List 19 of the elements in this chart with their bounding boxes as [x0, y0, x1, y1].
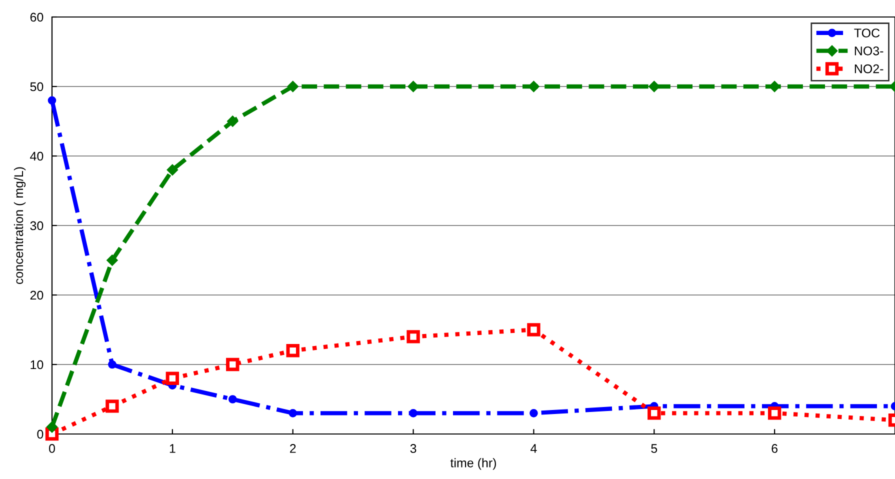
x-tick-label: 3: [410, 444, 416, 453]
y-tick-label: 50: [30, 82, 44, 92]
legend-label: NO3-: [854, 46, 884, 56]
y-tick-label: 40: [30, 152, 44, 161]
y-tick-label: 20: [30, 290, 44, 300]
legend-label: TOC: [854, 28, 880, 38]
x-tick-label: 5: [651, 444, 658, 453]
legend-label: NO2-: [854, 64, 884, 74]
x-tick-label: 1: [170, 444, 176, 453]
x-tick-label: 0: [49, 444, 55, 453]
x-tick-label: 2: [290, 444, 296, 453]
x-axis-title: time (hr): [450, 458, 496, 470]
y-tick-label: 30: [30, 221, 44, 230]
x-tick-label: 6: [772, 444, 778, 453]
y-axis-title: concentration ( mg/L): [14, 167, 26, 284]
y-tick-label: 10: [30, 360, 44, 370]
y-tick-label: 0: [37, 430, 44, 439]
y-tick-label: 60: [30, 12, 44, 22]
x-tick-label: 4: [530, 444, 537, 453]
